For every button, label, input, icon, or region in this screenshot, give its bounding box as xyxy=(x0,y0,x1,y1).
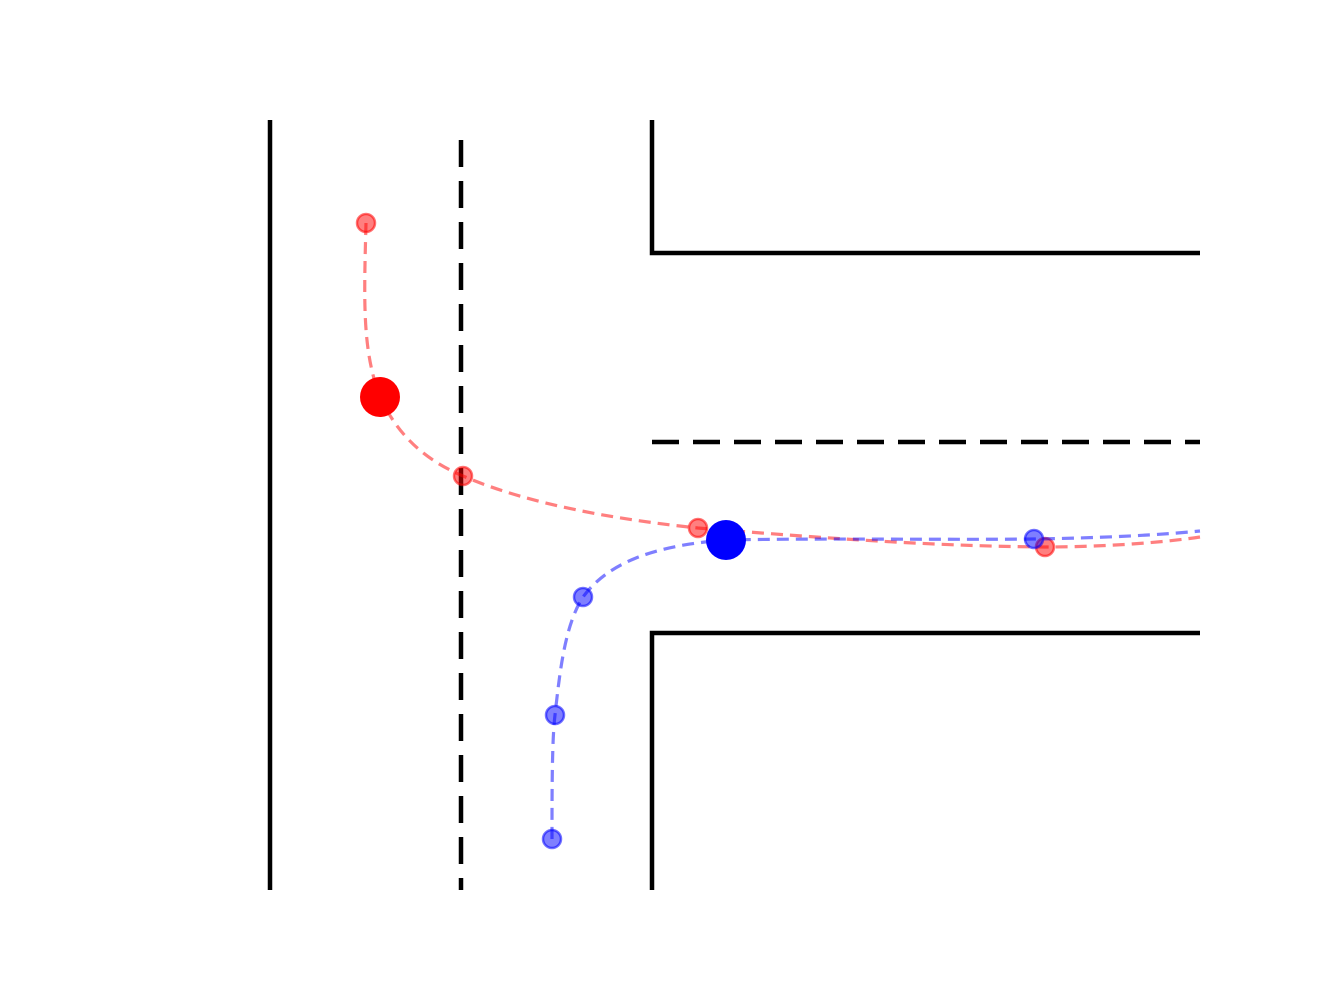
road-edges xyxy=(267,120,1200,890)
red-waypoint xyxy=(355,212,377,234)
red-trajectory-path xyxy=(363,222,1201,549)
blue-waypoint xyxy=(541,828,563,850)
blue-waypoint xyxy=(544,704,566,726)
blue-waypoint xyxy=(1023,528,1045,550)
blue-trajectory-path xyxy=(550,529,1201,840)
red-agent-current-position xyxy=(360,377,400,417)
red-waypoint xyxy=(687,517,709,539)
blue-agent-current-position xyxy=(706,520,746,560)
blue-agent xyxy=(541,520,1201,850)
blue-waypoint xyxy=(572,586,594,608)
red-agent xyxy=(355,212,1201,558)
red-waypoint xyxy=(452,465,474,487)
lower-right-road-edge xyxy=(649,630,1200,890)
lane-dividers xyxy=(458,140,1200,890)
upper-right-road-edge xyxy=(649,120,1200,256)
